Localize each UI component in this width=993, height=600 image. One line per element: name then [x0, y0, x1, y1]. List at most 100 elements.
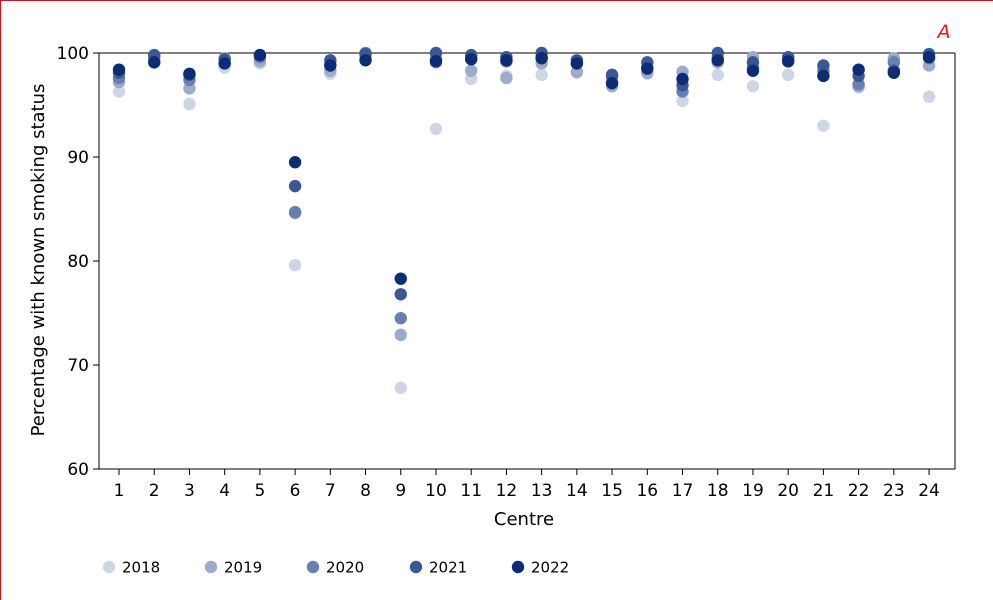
data-point — [500, 54, 513, 67]
data-point — [465, 64, 478, 77]
legend-label: 2021 — [429, 559, 467, 577]
data-point — [112, 63, 126, 76]
data-point — [711, 54, 724, 67]
data-point — [535, 68, 548, 82]
x-tick-label: 12 — [496, 481, 518, 501]
data-point — [676, 72, 689, 86]
x-tick-label: 17 — [672, 481, 694, 501]
legend-item-2019: 2019 — [204, 559, 262, 577]
x-tick-label: 24 — [918, 481, 940, 501]
data-point — [148, 56, 161, 69]
x-tick-label: 21 — [813, 481, 835, 501]
x-tick-label: 2 — [149, 481, 160, 501]
data-point — [288, 205, 302, 219]
x-tick-label: 1 — [114, 481, 125, 501]
x-tick-label: 14 — [566, 481, 588, 501]
series-2022 — [112, 48, 936, 285]
data-point — [605, 76, 619, 90]
data-point — [817, 69, 830, 83]
data-point — [641, 62, 654, 75]
data-point — [183, 97, 196, 111]
x-axis-title: Centre — [494, 509, 554, 530]
x-tick-label: 5 — [254, 481, 265, 501]
legend-label: 2019 — [224, 559, 262, 577]
x-tick-label: 10 — [425, 481, 447, 501]
y-tick-label: 80 — [67, 252, 89, 272]
legend-marker — [102, 560, 116, 574]
y-tick-label: 100 — [57, 44, 89, 64]
data-point — [253, 48, 267, 62]
legend-item-2021: 2021 — [409, 559, 467, 577]
legend-label: 2020 — [326, 559, 364, 577]
data-point — [535, 52, 548, 65]
data-point — [746, 80, 760, 93]
y-tick-label: 60 — [67, 460, 89, 480]
data-point — [781, 55, 795, 68]
data-point — [429, 122, 443, 136]
series-2020 — [112, 46, 936, 325]
x-tick-label: 3 — [184, 481, 195, 501]
data-point — [359, 54, 372, 67]
legend-marker — [306, 560, 320, 574]
legend: 2018 2019 2020 2021 2022 — [102, 559, 569, 577]
legend-marker — [204, 560, 218, 574]
x-tick-label: 19 — [742, 481, 764, 501]
data-point — [711, 68, 724, 82]
legend-label: 2018 — [122, 559, 160, 577]
panel-label: A — [936, 21, 951, 43]
y-tick-label: 70 — [67, 356, 89, 376]
data-point — [500, 71, 513, 85]
legend-marker — [409, 560, 423, 574]
data-point — [288, 156, 302, 169]
data-point — [676, 94, 689, 108]
legend-item-2020: 2020 — [306, 559, 364, 577]
data-point — [324, 59, 337, 72]
x-tick-label: 11 — [460, 481, 482, 501]
legend-item-2022: 2022 — [511, 559, 569, 577]
data-point — [817, 119, 830, 132]
x-tick-label: 6 — [290, 481, 301, 501]
x-tick-label: 22 — [848, 481, 870, 501]
x-tick-label: 9 — [395, 481, 406, 501]
data-point — [922, 90, 936, 103]
data-point — [852, 63, 865, 76]
data-point — [781, 68, 795, 82]
legend-label: 2022 — [531, 559, 569, 577]
x-tick-label: 13 — [531, 481, 553, 501]
legend-marker — [511, 560, 525, 574]
data-point — [394, 381, 407, 395]
data-points — [112, 46, 936, 395]
data-point — [922, 50, 936, 64]
data-point — [394, 272, 407, 285]
x-tick-label: 7 — [325, 481, 336, 501]
data-point — [570, 57, 584, 70]
y-axis-title: Percentage with known smoking status — [28, 84, 49, 437]
data-point — [288, 258, 302, 272]
data-point — [183, 67, 196, 81]
data-point — [746, 64, 760, 77]
data-point — [112, 85, 126, 98]
legend-item-2018: 2018 — [102, 559, 160, 577]
data-point — [394, 312, 407, 325]
data-point — [394, 328, 407, 342]
data-point — [465, 53, 478, 66]
y-tick-label: 90 — [67, 148, 89, 168]
x-tick-label: 8 — [360, 481, 371, 501]
data-point — [288, 179, 302, 193]
series-2021 — [112, 46, 936, 301]
series-2018 — [112, 53, 936, 395]
x-tick-label: 23 — [883, 481, 905, 501]
x-tick-label: 15 — [601, 481, 623, 501]
data-point — [429, 55, 443, 68]
data-point — [817, 59, 830, 72]
x-tick-label: 20 — [777, 481, 799, 501]
x-tick-label: 18 — [707, 481, 729, 501]
x-tick-label: 4 — [219, 481, 230, 501]
data-point — [394, 288, 407, 301]
data-point — [887, 66, 901, 79]
series-2019 — [112, 49, 936, 342]
x-tick-label: 16 — [636, 481, 658, 501]
